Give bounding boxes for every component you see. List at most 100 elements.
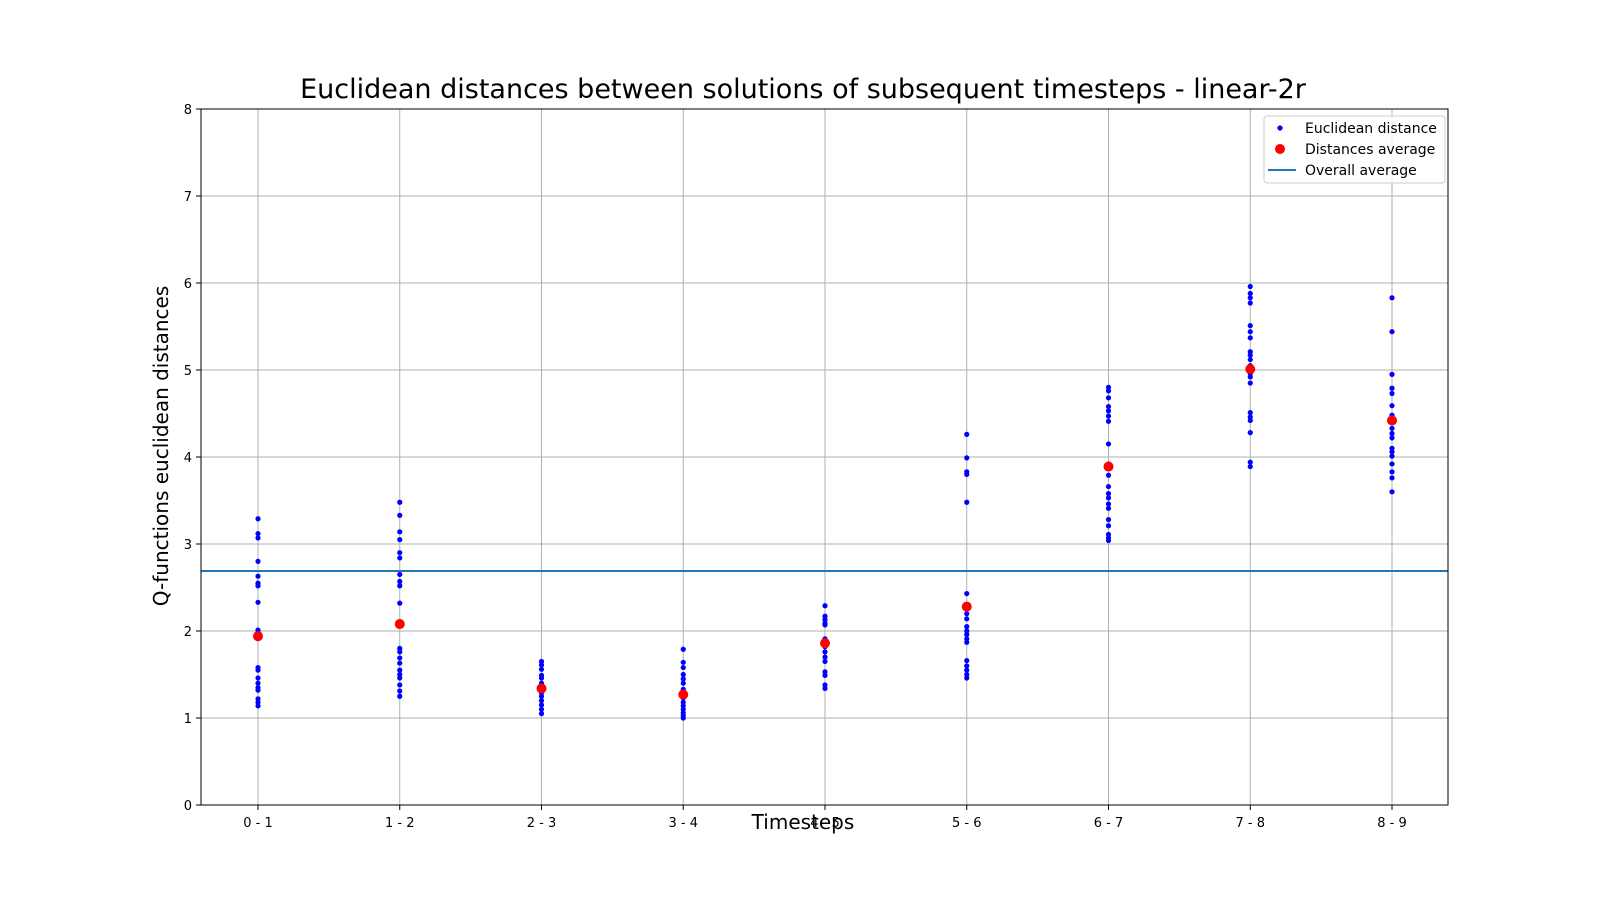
euclidean-distance-point (397, 512, 403, 518)
euclidean-distance-point (1389, 489, 1395, 495)
chart-title: Euclidean distances between solutions of… (300, 74, 1307, 105)
euclidean-distance-point (255, 675, 261, 681)
x-tick-label: 3 - 4 (669, 816, 699, 831)
y-axis-label: Q-functions euclidean distances (149, 286, 173, 607)
euclidean-distance-point (1389, 430, 1395, 437)
euclidean-distance-point (255, 703, 261, 709)
euclidean-distance-point (255, 599, 261, 605)
euclidean-distance-point (1389, 469, 1395, 475)
legend-label-distances-average: Distances average (1305, 142, 1435, 158)
x-tick-label: 8 - 9 (1377, 816, 1407, 831)
euclidean-distance-point (964, 616, 970, 622)
euclidean-distance-point (255, 573, 261, 579)
euclidean-distance-point (964, 631, 970, 638)
euclidean-distance-point (1105, 501, 1112, 507)
euclidean-distance-point (822, 658, 828, 665)
euclidean-distance-point (255, 687, 261, 693)
euclidean-distance-point (964, 624, 970, 630)
euclidean-distance-point (1105, 395, 1112, 401)
euclidean-distance-point (822, 622, 828, 628)
euclidean-distance-point (1105, 472, 1112, 478)
y-tick-label: 3 (184, 538, 192, 553)
euclidean-distance-point (964, 663, 970, 669)
euclidean-distance-point (1105, 505, 1112, 511)
y-tick-label: 1 (184, 712, 192, 727)
euclidean-distance-point (1105, 441, 1112, 447)
euclidean-distance-point (822, 685, 828, 692)
euclidean-distance-point (680, 659, 686, 665)
euclidean-distance-point (1105, 483, 1112, 490)
euclidean-distance-point (1105, 537, 1112, 544)
euclidean-distance-point (1247, 323, 1253, 329)
x-tick-label: 1 - 2 (385, 816, 415, 831)
euclidean-distance-point (964, 499, 970, 505)
euclidean-distance-point (964, 639, 970, 645)
distances-average-point (394, 619, 405, 630)
euclidean-distance-point (397, 655, 403, 661)
distances-average-point (961, 601, 972, 612)
y-tick-label: 5 (184, 364, 192, 379)
euclidean-distance-point (1247, 283, 1253, 290)
euclidean-distance-point (397, 571, 403, 578)
euclidean-distance-point (397, 537, 403, 543)
distances-average-point (253, 631, 263, 642)
euclidean-distance-point (397, 649, 403, 655)
euclidean-distance-point (538, 702, 545, 708)
euclidean-distance-point (1247, 352, 1253, 358)
euclidean-distance-point (822, 672, 828, 678)
euclidean-distance-point (964, 431, 970, 437)
euclidean-distance-point (1389, 475, 1395, 481)
euclidean-distance-point (397, 550, 403, 556)
euclidean-distance-point (1105, 418, 1112, 424)
euclidean-distance-point (1105, 408, 1112, 414)
euclidean-distance-point (1105, 403, 1112, 410)
legend-marker-euclidean-distance (1277, 125, 1283, 131)
euclidean-distance-point (1247, 380, 1253, 386)
x-tick-label: 6 - 7 (1094, 816, 1124, 831)
euclidean-distance-point (538, 698, 545, 704)
euclidean-distance-point (1389, 449, 1395, 455)
euclidean-distance-point (1105, 495, 1112, 501)
euclidean-distance-point (1389, 371, 1395, 377)
euclidean-distance-point (397, 675, 403, 681)
x-tick-label: 2 - 3 (527, 816, 557, 831)
legend: Euclidean distance Distances average Ove… (1263, 115, 1446, 184)
euclidean-distance-point (397, 688, 403, 694)
average-points (253, 364, 1397, 700)
euclidean-distance-point (255, 516, 261, 522)
legend-box (1263, 115, 1446, 184)
euclidean-distance-point (964, 657, 970, 664)
euclidean-distance-point (397, 682, 403, 688)
euclidean-distance-point (255, 583, 261, 589)
y-tick-label: 4 (184, 451, 192, 466)
euclidean-distance-point (1105, 388, 1112, 394)
euclidean-distance-point (680, 671, 686, 678)
distances-average-point (536, 683, 547, 694)
euclidean-distance-point (255, 530, 261, 537)
euclidean-distance-point (822, 649, 828, 655)
euclidean-distance-point (1389, 453, 1395, 459)
euclidean-distance-point (1389, 461, 1395, 467)
euclidean-distance-point (397, 600, 403, 606)
distances-average-point (1387, 415, 1397, 426)
y-tick-label: 2 (184, 625, 192, 640)
euclidean-distance-point (1389, 435, 1395, 441)
euclidean-distance-point (538, 711, 545, 717)
y-tick-label: 8 (184, 103, 192, 118)
euclidean-distance-point (964, 675, 970, 681)
x-tick-label: 5 - 6 (952, 816, 982, 831)
euclidean-distance-point (680, 676, 686, 682)
euclidean-distance-point (397, 578, 403, 585)
euclidean-distance-point (680, 664, 686, 671)
euclidean-distance-point (538, 675, 545, 681)
euclidean-distance-point (964, 471, 970, 477)
euclidean-distance-point (538, 662, 545, 668)
euclidean-distance-point (1389, 295, 1395, 301)
euclidean-distance-point (964, 667, 970, 673)
euclidean-distance-point (538, 693, 545, 699)
euclidean-distance-point (1247, 290, 1253, 297)
euclidean-distance-point (1389, 329, 1395, 335)
euclidean-distance-point (1389, 425, 1395, 431)
